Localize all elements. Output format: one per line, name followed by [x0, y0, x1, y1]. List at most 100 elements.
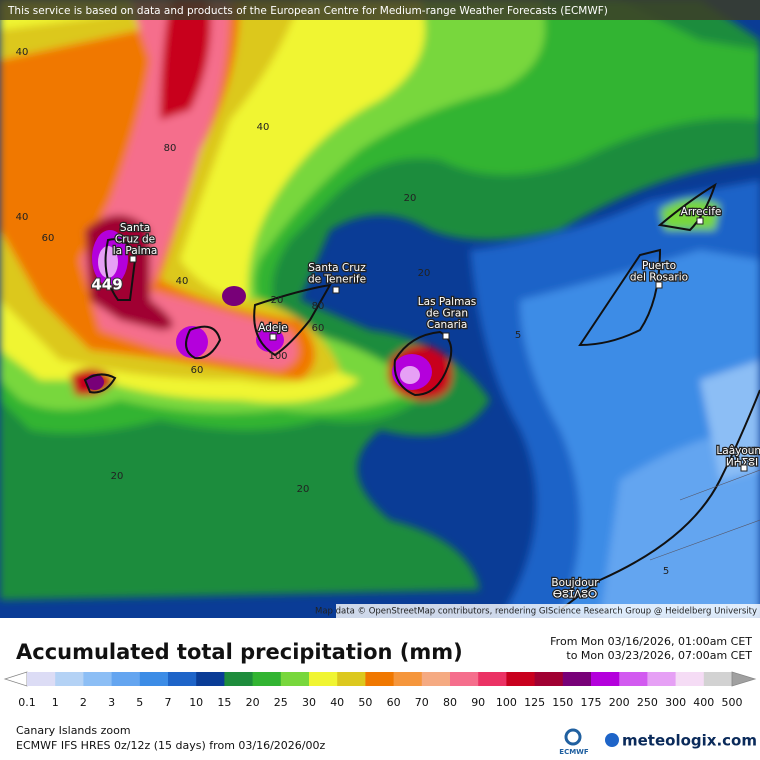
legend-tick-label: 175	[581, 696, 602, 709]
legend-tick-label: 25	[274, 696, 288, 709]
city-label: Las Palmas	[418, 296, 476, 308]
precip-field	[0, 0, 760, 618]
map: This service is based on data and produc…	[0, 0, 760, 618]
legend-swatch	[393, 672, 423, 686]
legend-swatch	[506, 672, 536, 686]
contour-label: 40	[16, 212, 29, 223]
legend-swatch	[309, 672, 338, 686]
contour-label: 80	[312, 301, 325, 312]
legend-tick-label: 150	[552, 696, 573, 709]
contour-label: 60	[312, 323, 325, 334]
city-label: Boujdour	[551, 577, 599, 589]
city-label: ⵍⵄⵢⵓⵏ	[726, 457, 758, 469]
legend-tick-label: 15	[217, 696, 231, 709]
contour-label: 20	[418, 268, 431, 279]
contour-label: 40	[16, 47, 29, 58]
legend-swatch	[83, 672, 113, 686]
contour-label: 80	[164, 143, 177, 154]
legend-swatch	[337, 672, 366, 686]
model-info: ECMWF IFS HRES 0z/12z (15 days) from 03/…	[16, 739, 326, 752]
city-label: Arrecife	[681, 206, 722, 218]
city-marker	[655, 281, 663, 289]
legend-swatch	[675, 672, 705, 686]
legend-tick-label: 10	[189, 696, 203, 709]
contour-label: 40	[176, 276, 189, 287]
legend-tick-label: 500	[722, 696, 743, 709]
legend-over-arrow	[731, 671, 757, 687]
city-label: de Gran	[426, 308, 468, 320]
legend-tick-label: 0.1	[18, 696, 36, 709]
legend-swatch	[478, 672, 507, 686]
city-label: del Rosario	[630, 272, 688, 284]
brand: meteologix.com	[622, 732, 757, 750]
legend-swatch	[252, 672, 282, 686]
banner-bar	[0, 0, 760, 20]
city-label: ⴱⵓⵊⴷⵓⵔ	[553, 589, 597, 601]
legend-tick-label: 7	[165, 696, 172, 709]
legend-swatch	[562, 672, 592, 686]
city-label: Adeje	[258, 322, 288, 334]
legend-tick-label: 40	[330, 696, 344, 709]
legend-tick-label: 50	[358, 696, 372, 709]
period-from: From Mon 03/16/2026, 01:00am CET	[550, 635, 752, 648]
legend-swatch	[224, 672, 254, 686]
subtitle: Canary Islands zoom	[16, 724, 131, 737]
legend-swatch	[534, 672, 564, 686]
banner: This service is based on data and produc…	[7, 5, 608, 17]
legend-swatch	[139, 672, 169, 686]
legend-swatch	[591, 672, 620, 686]
city-marker	[332, 286, 340, 294]
contour-label: 60	[191, 365, 204, 376]
coastlines	[83, 182, 760, 611]
legend-swatch	[365, 672, 395, 686]
contour-label: 5	[515, 330, 521, 341]
attribution: Map data © OpenStreetMap contributors, r…	[315, 607, 757, 617]
city-marker	[129, 255, 137, 263]
city-label: Cruz de	[115, 234, 155, 246]
city-marker	[696, 217, 704, 225]
legend-swatch	[421, 672, 451, 686]
contour-label: 5	[663, 566, 669, 577]
city-marker	[442, 332, 450, 340]
ecmwf-icon	[564, 728, 582, 746]
city-label: Santa	[120, 222, 150, 234]
legend-swatch	[168, 672, 197, 686]
city-label: Santa Cruz	[308, 262, 366, 274]
map-labels: 40 40 80 40 60 449 40 20 20 20 80 60 100 60 5 20 20 5 Sant…	[16, 47, 760, 602]
contour-label: 20	[271, 295, 284, 306]
legend-swatch	[703, 672, 733, 686]
ecmwf-logo: ECMWF	[559, 748, 589, 756]
legend-tick-label: 90	[471, 696, 485, 709]
contour-label: 20	[404, 193, 417, 204]
legend-tick-label: 70	[415, 696, 429, 709]
roads	[649, 469, 760, 561]
legend-tick-label: 400	[693, 696, 714, 709]
legend-tick-label: 5	[136, 696, 143, 709]
legend-tick-label: 80	[443, 696, 457, 709]
city-label: Canaria	[427, 319, 468, 331]
legend-tick-label: 2	[80, 696, 87, 709]
legend: 0.1 1 2 3 5 7 10 15 20 25 30 40 50 60 70 80 90 100 125 150 1…	[3, 671, 757, 709]
city-label: Laâyoune	[716, 445, 760, 457]
legend-swatch	[111, 672, 141, 686]
contour-label: 20	[297, 484, 310, 495]
city-label: la Palma	[113, 245, 158, 257]
legend-swatch	[27, 672, 56, 686]
contour-label: 20	[111, 471, 124, 482]
legend-tick-label: 30	[302, 696, 316, 709]
contour-label: 40	[257, 122, 270, 133]
legend-swatch	[280, 672, 310, 686]
legend-swatch	[619, 672, 648, 686]
city-marker	[740, 464, 748, 472]
legend-tick-label: 125	[524, 696, 545, 709]
title: Accumulated total precipitation (mm)	[16, 640, 463, 664]
attribution-bg	[336, 604, 760, 618]
legend-tick-label: 1	[52, 696, 59, 709]
max-value-label: 449	[91, 276, 122, 294]
legend-tick-label: 200	[609, 696, 630, 709]
period-to: to Mon 03/23/2026, 07:00am CET	[566, 649, 752, 662]
legend-swatch	[55, 672, 84, 686]
legend-tick-label: 250	[637, 696, 658, 709]
legend-tick-label: 300	[665, 696, 686, 709]
